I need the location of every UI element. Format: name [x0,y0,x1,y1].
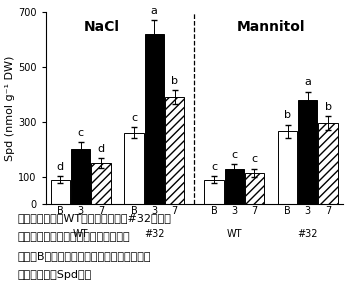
Text: WT: WT [226,229,242,239]
Text: c: c [231,150,237,159]
Bar [225,168,244,204]
Bar [298,100,317,204]
Text: c: c [251,154,258,164]
Bar [204,180,224,204]
Bar [318,123,338,204]
Text: Mannitol: Mannitol [237,20,305,34]
Bar [71,149,90,204]
Text: （７）のSpd含量: （７）のSpd含量 [18,270,92,280]
Text: c: c [211,162,217,172]
Bar [51,180,70,204]
Text: 図１　野生型（WT）と組換え体（#32）にお: 図１ 野生型（WT）と組換え体（#32）にお [18,213,172,223]
Text: b: b [324,102,331,112]
Text: d: d [57,162,64,172]
Text: NaCl: NaCl [84,20,119,34]
Text: a: a [151,6,158,16]
Text: WT: WT [73,229,89,239]
Bar [124,133,144,204]
Text: c: c [131,113,137,123]
Text: （B）、処理後３日（３）および７日後: （B）、処理後３日（３）および７日後 [18,251,151,261]
Text: b: b [171,76,178,86]
Y-axis label: Spd (nmol g⁻¹ DW): Spd (nmol g⁻¹ DW) [5,55,15,161]
Text: #32: #32 [144,229,164,239]
Text: b: b [284,110,291,120]
Text: c: c [78,128,84,138]
Text: #32: #32 [298,229,318,239]
Bar [278,131,297,204]
Bar [91,163,111,204]
Text: d: d [97,144,105,154]
Bar [245,173,264,204]
Text: a: a [304,77,311,87]
Text: ける塩またはマンニトール処理前: ける塩またはマンニトール処理前 [18,232,130,242]
Bar [145,34,164,204]
Bar [165,97,184,204]
